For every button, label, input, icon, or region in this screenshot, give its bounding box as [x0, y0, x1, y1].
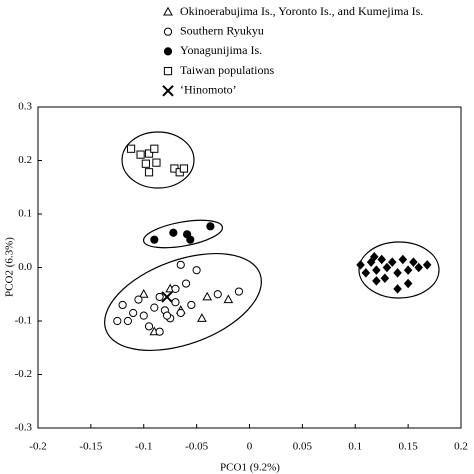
legend-label: Southern Ryukyu — [180, 23, 264, 37]
point — [393, 268, 402, 278]
y-axis-title: PCO2 (6.3%) — [4, 237, 16, 297]
point — [387, 257, 397, 267]
x-tick-label: 0.15 — [399, 441, 419, 453]
y-tick-label: 0.0 — [18, 261, 32, 273]
cluster-ellipse — [121, 131, 195, 189]
point — [162, 311, 172, 320]
legend-marker — [163, 47, 173, 56]
point — [414, 262, 423, 273]
legend-label: ‘Hinomoto’ — [180, 83, 237, 97]
point — [192, 266, 201, 275]
point — [123, 316, 132, 326]
legend-marker — [163, 67, 173, 76]
point — [139, 311, 148, 320]
cluster-ellipse — [142, 219, 224, 249]
x-tick-label: 0.05 — [293, 441, 313, 453]
legend-label: Taiwan populations — [180, 63, 274, 77]
point — [150, 235, 159, 244]
point — [171, 298, 180, 307]
point — [161, 291, 173, 303]
x-axis-title: PCO1 (9.2%) — [220, 462, 280, 474]
y-tick-label: 0.2 — [18, 154, 32, 166]
point — [366, 257, 376, 267]
x-tick-label: -0.2 — [29, 441, 46, 453]
point — [179, 164, 189, 173]
point — [181, 279, 191, 288]
point — [150, 144, 159, 153]
x-tick-label: 0.2 — [454, 441, 468, 453]
y-tick-label: -0.3 — [15, 422, 33, 434]
point — [176, 308, 185, 318]
point — [409, 257, 418, 267]
legend-label: Yonagunijima Is. — [180, 43, 262, 57]
point — [187, 300, 196, 310]
legend-marker — [162, 85, 174, 97]
point — [361, 268, 371, 278]
point — [171, 284, 180, 293]
x-tick-label: -0.15 — [79, 441, 102, 453]
point — [403, 265, 413, 275]
point — [144, 322, 154, 331]
cluster-ellipse — [358, 241, 440, 299]
legend-marker — [163, 6, 173, 16]
point — [372, 276, 381, 286]
cluster-ellipse — [104, 252, 262, 352]
point — [176, 260, 185, 269]
point — [223, 294, 234, 304]
point — [144, 149, 154, 158]
point — [138, 289, 149, 298]
point — [206, 222, 215, 231]
x-tick-label: -0.05 — [185, 441, 208, 453]
legend-marker — [163, 27, 173, 36]
plot-frame — [37, 106, 462, 429]
x-tick-label: 0.1 — [348, 441, 362, 453]
point — [234, 287, 244, 296]
point — [155, 292, 164, 302]
point — [422, 260, 432, 270]
point — [356, 260, 365, 270]
point — [372, 265, 381, 275]
point — [398, 254, 408, 265]
point — [150, 303, 159, 312]
point — [113, 316, 122, 326]
point — [118, 300, 127, 310]
point — [382, 262, 392, 273]
point — [202, 291, 213, 301]
point — [134, 295, 143, 304]
point — [380, 273, 390, 283]
point — [213, 290, 222, 299]
y-tick-label: 0.1 — [18, 208, 32, 220]
y-tick-label: -0.2 — [15, 368, 32, 380]
y-tick-label: 0.3 — [18, 101, 32, 113]
point — [393, 284, 402, 294]
point — [152, 158, 161, 167]
point — [377, 254, 386, 265]
point — [126, 144, 136, 153]
point — [186, 235, 195, 244]
point — [370, 252, 379, 262]
x-tick-label: -0.1 — [135, 441, 152, 453]
point — [403, 278, 413, 289]
point — [197, 313, 207, 322]
x-tick-label: 0 — [247, 441, 253, 453]
point — [155, 327, 164, 336]
point — [144, 168, 154, 177]
point — [136, 150, 145, 159]
legend-label: Okinoerabujima Is., Yoronto Is., and Kum… — [180, 4, 423, 18]
point — [129, 308, 138, 318]
point — [141, 159, 150, 168]
point — [169, 228, 178, 237]
y-tick-label: -0.1 — [15, 315, 32, 327]
